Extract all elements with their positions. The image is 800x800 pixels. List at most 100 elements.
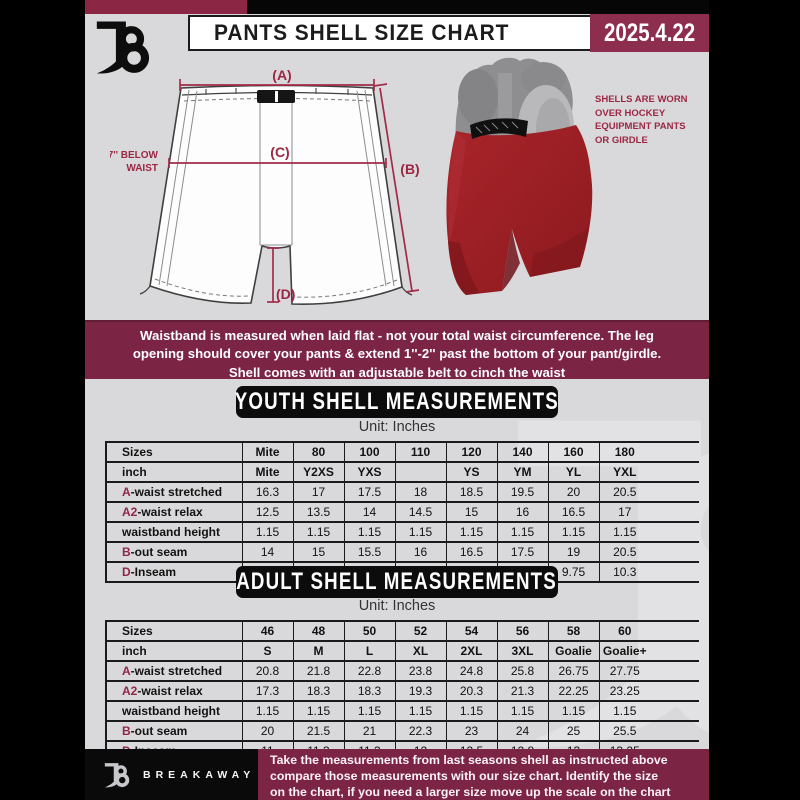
row-label: Sizes (105, 441, 243, 463)
row-label-prefix: A2 (122, 684, 138, 698)
row-label-prefix: B (122, 724, 131, 738)
table-cell: 20.3 (446, 680, 498, 702)
table-cell: 18.3 (293, 680, 345, 702)
below-waist-label-line2: WAIST (126, 163, 158, 174)
photo-caption: SHELLS ARE WORN OVER HOCKEY EQUIPMENT PANT… (595, 93, 707, 147)
table-cell: 21.5 (293, 720, 345, 742)
table-cell: 1.15 (293, 521, 345, 543)
row-label: A2-waist relax (105, 680, 243, 702)
table-cell: 48 (293, 620, 345, 642)
page-title: PANTS SHELL SIZE CHART (214, 20, 510, 45)
table-cell: 1.15 (548, 700, 600, 722)
table-cell: 16.5 (548, 501, 600, 523)
table-cell: 17.3 (242, 680, 294, 702)
youth-section-title: YOUTH SHELL MEASUREMENTS (234, 388, 560, 415)
table-cell: 23.25 (599, 680, 650, 702)
table-cell: YS (446, 461, 498, 483)
row-label: inch (105, 640, 243, 662)
table-cell: XL (395, 640, 447, 662)
table-extension-cell (650, 441, 699, 463)
table-cell: Y2XS (293, 461, 345, 483)
table-row: A-waist stretched 16.3 17 17.5 18 18.5 19.5 20 2… (105, 481, 699, 503)
measurement-notice-banner: Waistband is measured when laid flat - n… (85, 320, 709, 380)
table-cell: 20.5 (599, 481, 650, 503)
table-cell: 20.5 (599, 541, 650, 563)
footer-instructions: Take the measurements from last seasons … (258, 749, 709, 800)
table-cell: 1.15 (242, 700, 294, 722)
table-extension-cell (650, 481, 699, 503)
table-row: waistband height 1.15 1.15 1.15 1.15 1.15 1.15… (105, 521, 699, 543)
table-cell: 21.8 (293, 660, 345, 682)
table-cell: 20 (548, 481, 600, 503)
table-cell: 1.15 (446, 700, 498, 722)
table-cell: 54 (446, 620, 498, 642)
text-line: Take the measurements from last seasons … (270, 753, 668, 767)
top-strip-accent (85, 0, 247, 14)
table-cell: Goalie+ (599, 640, 650, 662)
table-cell: 58 (548, 620, 600, 642)
shell-photo (446, 57, 593, 295)
table-cell: 23 (446, 720, 498, 742)
row-label-prefix: A (122, 485, 131, 499)
table-cell: 17.5 (344, 481, 396, 503)
row-label: A-waist stretched (105, 481, 243, 503)
table-cell: 18.5 (446, 481, 498, 503)
shorts-outline (149, 84, 403, 305)
row-label: D-Inseam (105, 561, 243, 583)
table-cell: 1.15 (344, 700, 396, 722)
row-label: inch (105, 461, 243, 483)
breakaway-footer-logo-icon (103, 761, 133, 789)
text-line: Waistband is measured when laid flat - n… (140, 328, 654, 343)
table-cell: Goalie (548, 640, 600, 662)
youth-section-banner: YOUTH SHELL MEASUREMENTS (234, 386, 560, 418)
title-box: PANTS SHELL SIZE CHART (188, 15, 611, 51)
table-cell: 22.25 (548, 680, 600, 702)
table-extension-cell (650, 461, 699, 483)
table-cell: 16 (497, 501, 549, 523)
table-cell (395, 461, 447, 483)
youth-size-table: Sizes Mite 80 100 110 120 140 160 180 inch Mite Y2X… (105, 441, 699, 583)
table-cell: 25.5 (599, 720, 650, 742)
table-cell: 17 (293, 481, 345, 503)
table-cell: 56 (497, 620, 549, 642)
table-cell: 1.15 (548, 521, 600, 543)
row-label: A2-waist relax (105, 501, 243, 523)
content-panel: PANTS SHELL SIZE CHART 2025.4.22 (85, 0, 709, 800)
row-label: B-out seam (105, 541, 243, 563)
label-d: (D) (276, 286, 295, 302)
table-cell: 26.75 (548, 660, 600, 682)
adult-size-table: Sizes 46 48 50 52 54 56 58 60 inch S M L XL 2XL 3XL Goal… (105, 620, 699, 762)
table-cell: 22.8 (344, 660, 396, 682)
table-cell: 19 (548, 541, 600, 563)
table-cell: 140 (497, 441, 549, 463)
table-extension-cell (650, 561, 699, 583)
table-cell: 15 (293, 541, 345, 563)
table-cell: Mite (242, 441, 294, 463)
belt-buckle (257, 90, 295, 103)
table-row: Sizes 46 48 50 52 54 56 58 60 (105, 620, 699, 642)
youth-unit-label: Unit: Inches (358, 419, 436, 435)
table-row: Sizes Mite 80 100 110 120 140 160 180 (105, 441, 699, 463)
table-cell: 14 (344, 501, 396, 523)
row-label: A-waist stretched (105, 660, 243, 682)
table-cell: 16.5 (446, 541, 498, 563)
table-cell: 1.15 (497, 700, 549, 722)
table-cell: YM (497, 461, 549, 483)
table-cell: 9.75 (548, 561, 600, 583)
top-strip (247, 0, 709, 14)
adult-table-wrap: Sizes 46 48 50 52 54 56 58 60 inch S M L XL 2XL 3XL Goal… (105, 620, 699, 762)
label-c: (C) (270, 144, 289, 160)
table-row: inch S M L XL 2XL 3XL Goalie Goalie+ (105, 640, 699, 662)
table-cell: 180 (599, 441, 650, 463)
table-cell: 2XL (446, 640, 498, 662)
table-cell: 17 (599, 501, 650, 523)
table-cell: 22.3 (395, 720, 447, 742)
table-cell: 17.5 (497, 541, 549, 563)
table-row: B-out seam 14 15 15.5 16 16.5 17.5 19 20.5 (105, 541, 699, 563)
table-cell: 25 (548, 720, 600, 742)
table-extension-cell (650, 640, 699, 662)
text-line: opening should cover your pants & extend… (132, 346, 662, 362)
row-label-prefix: A2 (122, 505, 138, 519)
table-cell: 1.15 (599, 700, 650, 722)
table-cell: 1.15 (497, 521, 549, 543)
